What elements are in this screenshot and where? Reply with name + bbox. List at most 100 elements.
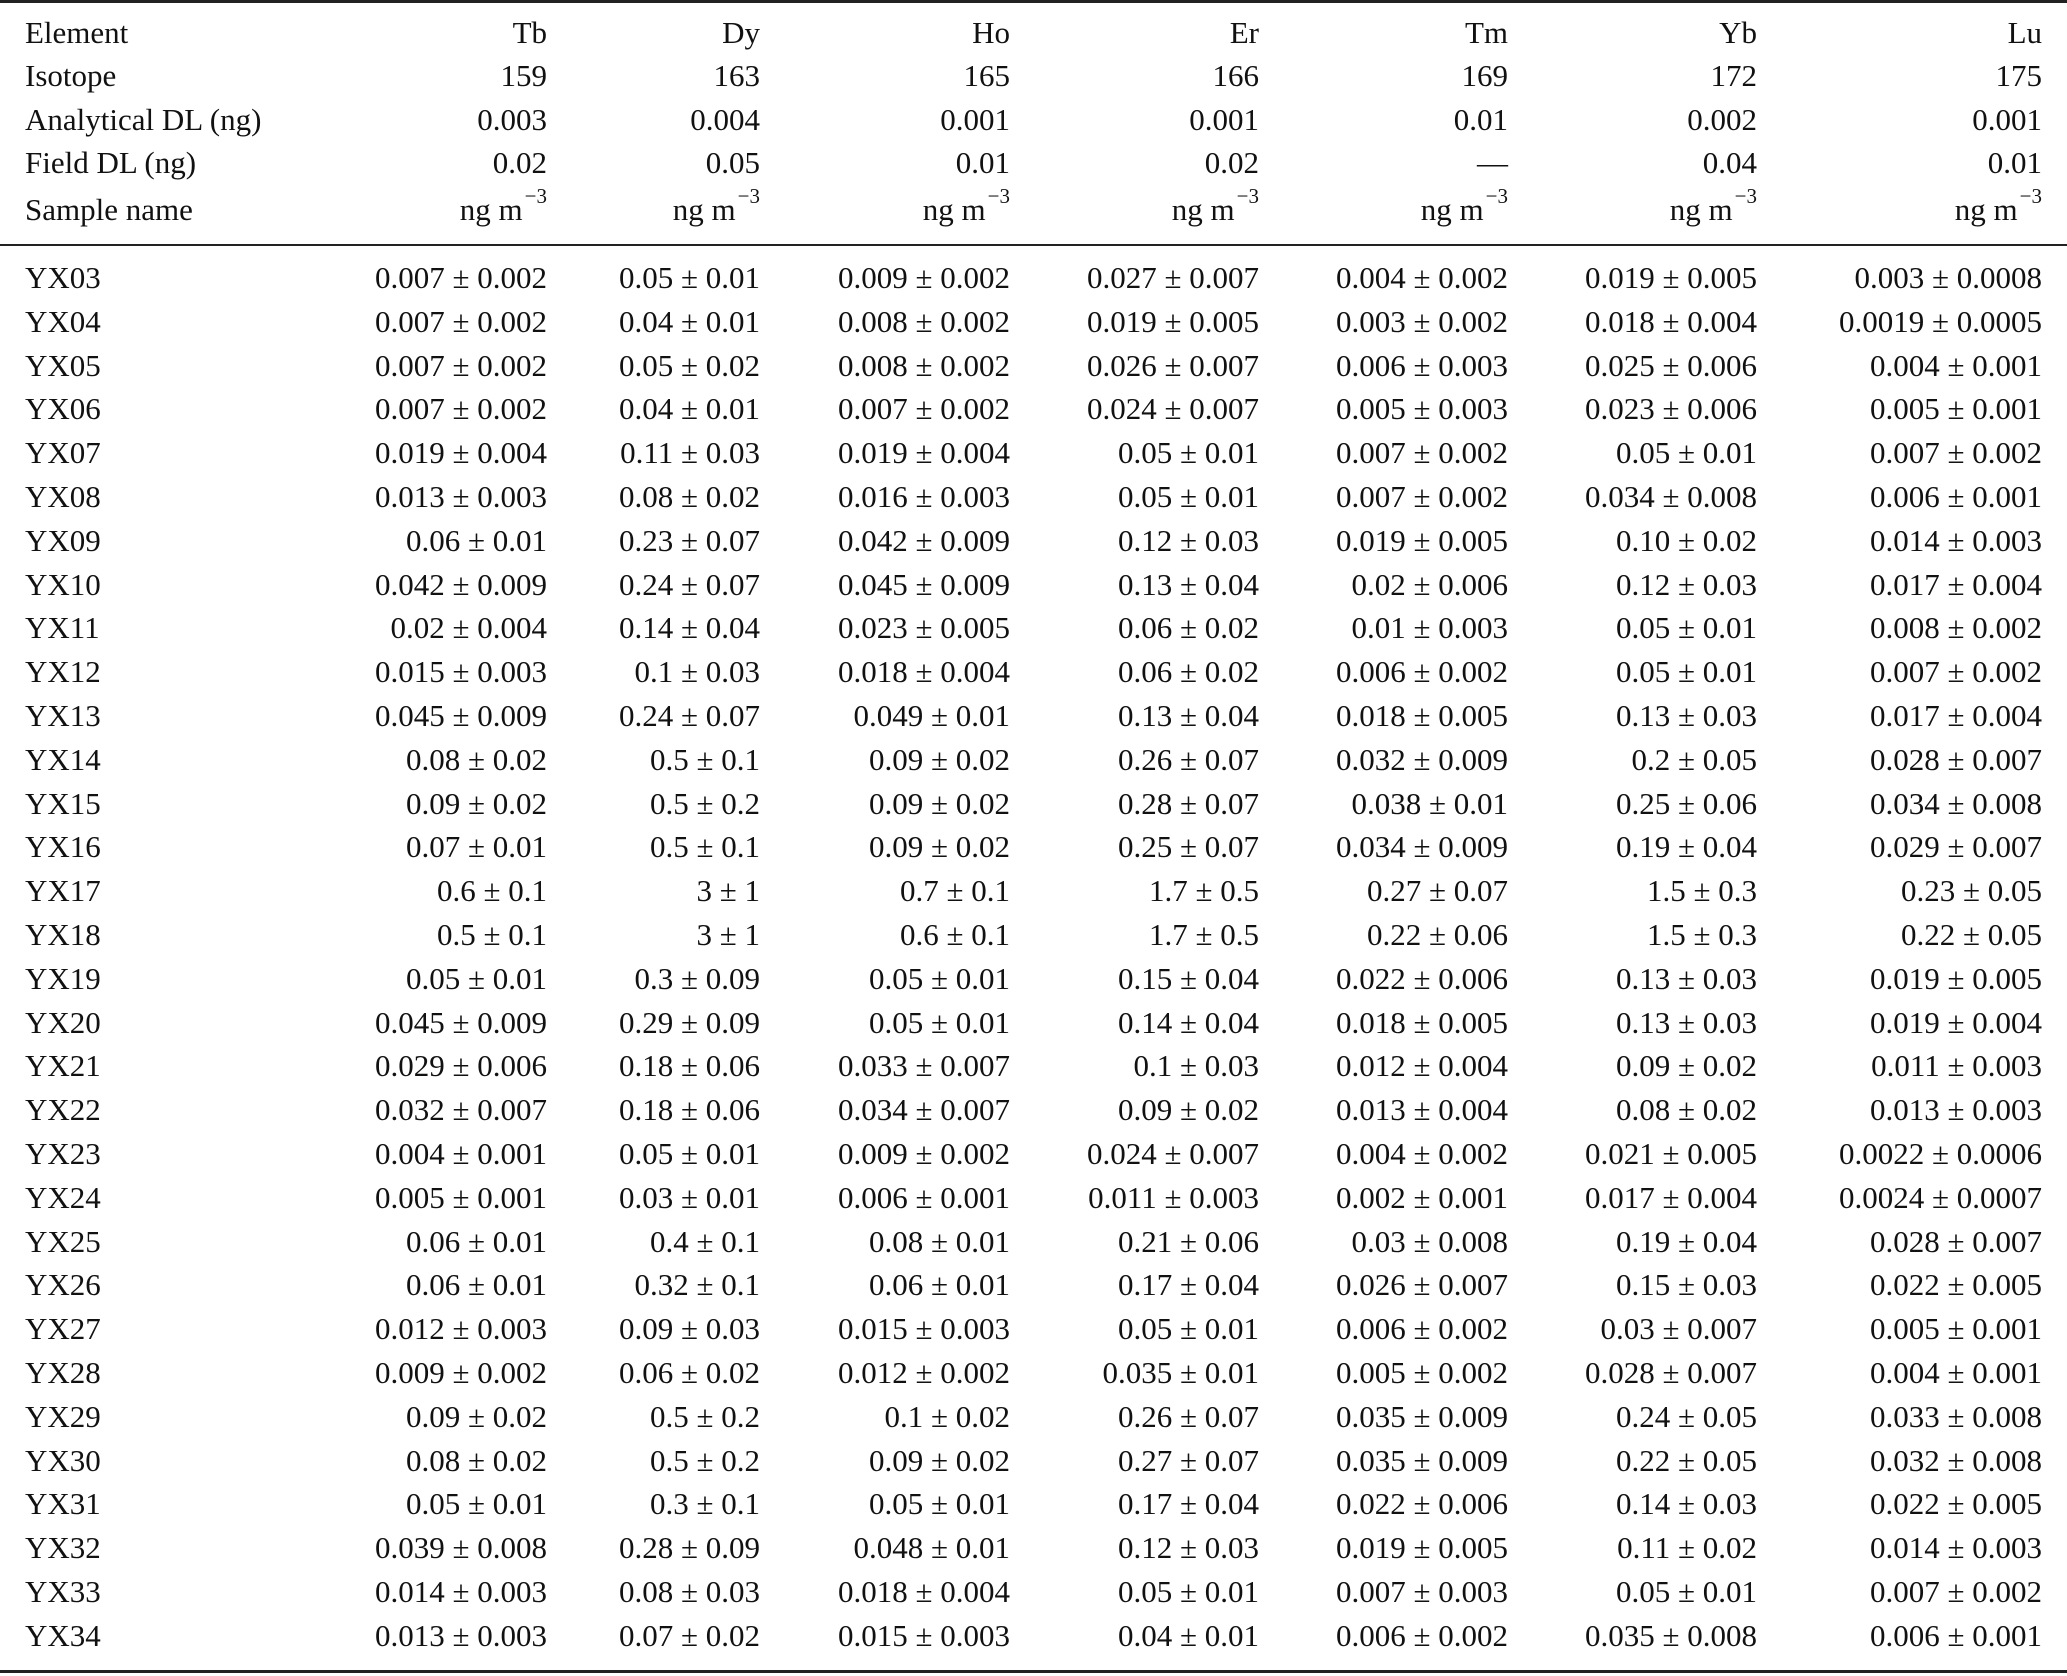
header-value: Yb [1719,15,1757,50]
concentration-cell: 0.09 ± 0.02 [868,829,1010,865]
concentration-cell: 0.0019 ± 0.0005 [1838,303,2042,339]
concentration-cell: 0.5 ± 0.1 [649,829,760,865]
header-value: 163 [713,58,761,93]
header-label: Isotope [25,58,117,93]
concentration-cell: 0.09 ± 0.02 [405,785,547,821]
concentration-cell: 0.026 ± 0.007 [1086,347,1259,383]
header-label: Field DL (ng) [25,145,197,180]
sample-name: YX16 [25,829,101,865]
concentration-cell: 0.009 ± 0.002 [837,260,1010,295]
concentration-cell: 0.22 ± 0.05 [1615,1442,1757,1478]
concentration-cell: 1.7 ± 0.5 [1148,917,1259,952]
concentration-cell: 0.005 ± 0.003 [1335,391,1508,427]
header-value: 0.004 [690,102,760,137]
concentration-cell: 0.07 ± 0.02 [618,1617,760,1653]
table-row: YX04 0.007 ± 0.002 0.04 ± 0.01 0.008 ± 0.00… [0,302,2067,346]
sample-name: YX32 [25,1530,101,1566]
concentration-cell: 0.042 ± 0.009 [374,566,547,602]
concentration-cell: 0.035 ± 0.009 [1335,1442,1508,1478]
concentration-cell: 0.3 ± 0.09 [634,960,760,996]
concentration-cell: 0.08 ± 0.02 [1615,1092,1757,1128]
concentration-cell: 0.5 ± 0.1 [436,917,547,952]
unit-text: ng m [1669,192,1733,227]
unit-cell: ng m−3 [923,186,1010,230]
table-row: YX10 0.042 ± 0.009 0.24 ± 0.07 0.045 ± 0.00… [0,565,2067,609]
table-row: YX25 0.06 ± 0.01 0.4 ± 0.1 0.08 ± 0.01 0.21 … [0,1222,2067,1266]
concentration-cell: 0.11 ± 0.03 [620,435,760,471]
concentration-cell: 0.12 ± 0.03 [1117,1530,1259,1566]
table-row: YX29 0.09 ± 0.02 0.5 ± 0.2 0.1 ± 0.02 0.26 ±… [0,1397,2067,1441]
concentration-cell: 0.014 ± 0.003 [374,1574,547,1609]
sample-name: YX04 [25,303,101,339]
concentration-cell: 0.004 ± 0.002 [1335,1136,1508,1171]
concentration-cell: 0.006 ± 0.002 [1335,1617,1508,1653]
sample-name: YX10 [25,566,101,602]
table-row: YX18 0.5 ± 0.1 3 ± 1 0.6 ± 0.1 1.7 ± 0.5 0.22… [0,915,2067,959]
concentration-cell: 0.028 ± 0.007 [1869,741,2042,777]
concentration-cell: 0.019 ± 0.005 [1584,260,1757,295]
concentration-cell: 0.028 ± 0.007 [1584,1355,1757,1390]
sample-name: YX29 [25,1398,101,1434]
sample-name: YX03 [25,260,101,295]
concentration-cell: 0.022 ± 0.005 [1869,1267,2042,1303]
concentration-cell: 0.004 ± 0.001 [1869,1355,2042,1390]
concentration-cell: 0.26 ± 0.07 [1117,1398,1259,1434]
concentration-cell: 0.05 ± 0.01 [618,260,760,295]
header-value: 159 [500,58,548,93]
concentration-cell: 3 ± 1 [696,917,760,952]
concentration-cell: 0.029 ± 0.007 [1869,829,2042,865]
concentration-cell: 0.04 ± 0.01 [618,391,760,427]
concentration-cell: 0.006 ± 0.001 [1869,1617,2042,1653]
concentration-cell: 0.09 ± 0.02 [868,785,1010,821]
unit-exponent: −3 [2019,184,2042,208]
concentration-cell: 0.1 ± 0.03 [634,654,760,690]
concentration-cell: 0.08 ± 0.02 [405,741,547,777]
header-value: 0.02 [492,145,547,180]
concentration-cell: 0.034 ± 0.007 [837,1092,1010,1128]
table-row: YX32 0.039 ± 0.008 0.28 ± 0.09 0.048 ± 0.01… [0,1528,2067,1572]
table-row: YX27 0.012 ± 0.003 0.09 ± 0.03 0.015 ± 0.00… [0,1309,2067,1353]
concentration-cell: 0.07 ± 0.01 [405,829,547,865]
concentration-cell: 0.013 ± 0.004 [1335,1092,1508,1128]
concentration-cell: 0.018 ± 0.004 [837,1574,1010,1609]
header-value: 0.01 [1453,102,1508,137]
table-row: YX05 0.007 ± 0.002 0.05 ± 0.02 0.008 ± 0.00… [0,346,2067,390]
concentration-cell: 0.24 ± 0.07 [618,698,760,733]
concentration-cell: 0.02 ± 0.006 [1351,566,1508,602]
table-row: YX15 0.09 ± 0.02 0.5 ± 0.2 0.09 ± 0.02 0.28 … [0,784,2067,828]
unit-cell: ng m−3 [1669,186,1757,230]
concentration-cell: 0.011 ± 0.003 [1088,1179,1259,1215]
concentration-cell: 0.09 ± 0.02 [1117,1092,1259,1128]
concentration-cell: 0.6 ± 0.1 [436,873,547,909]
concentration-cell: 0.006 ± 0.001 [837,1179,1010,1215]
concentration-cell: 0.05 ± 0.01 [1615,654,1757,690]
sample-name: YX27 [25,1311,101,1347]
concentration-cell: 0.05 ± 0.01 [1117,1311,1259,1347]
concentration-cell: 0.27 ± 0.07 [1366,873,1508,909]
header-value: 172 [1710,58,1758,93]
unit-text: ng m [1171,192,1235,227]
concentration-cell: 0.049 ± 0.01 [853,698,1010,733]
concentration-cell: 0.048 ± 0.01 [853,1530,1010,1566]
concentration-cell: 0.017 ± 0.004 [1869,698,2042,733]
concentration-cell: 0.10 ± 0.02 [1615,522,1757,558]
concentration-cell: 0.019 ± 0.005 [1335,522,1508,558]
concentration-cell: 0.6 ± 0.1 [899,917,1010,952]
concentration-cell: 0.06 ± 0.02 [1117,610,1259,646]
concentration-cell: 0.034 ± 0.008 [1584,479,1757,514]
unit-cell: ng m−3 [1954,186,2042,230]
header-row-isotope: Isotope 159 163 165 166 169 172 175 [0,56,2067,100]
table-row: YX07 0.019 ± 0.004 0.11 ± 0.03 0.019 ± 0.00… [0,433,2067,477]
concentration-cell: 0.18 ± 0.06 [618,1092,760,1128]
concentration-cell: 0.022 ± 0.006 [1335,1486,1508,1522]
concentration-cell: 0.022 ± 0.005 [1869,1486,2042,1522]
concentration-cell: 0.005 ± 0.001 [1869,1311,2042,1347]
concentration-cell: 1.5 ± 0.3 [1646,873,1757,909]
concentration-cell: 0.017 ± 0.004 [1584,1179,1757,1215]
concentration-cell: 0.007 ± 0.003 [1335,1574,1508,1609]
header-value: 0.001 [1972,102,2042,137]
concentration-cell: 0.018 ± 0.005 [1335,1004,1508,1040]
header-value: Ho [972,15,1010,50]
unit-text: ng m [1954,192,2018,227]
sample-name: YX05 [25,347,101,383]
